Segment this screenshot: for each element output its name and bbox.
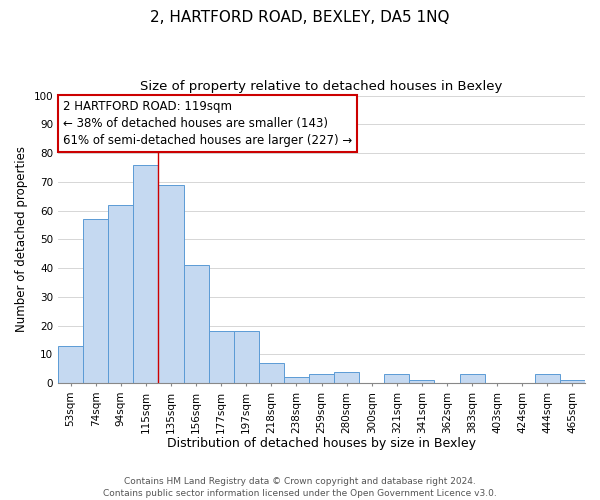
Bar — [259, 363, 284, 383]
Bar — [209, 332, 233, 383]
Bar — [560, 380, 585, 383]
X-axis label: Distribution of detached houses by size in Bexley: Distribution of detached houses by size … — [167, 437, 476, 450]
Bar — [233, 332, 259, 383]
Text: 2, HARTFORD ROAD, BEXLEY, DA5 1NQ: 2, HARTFORD ROAD, BEXLEY, DA5 1NQ — [150, 10, 450, 25]
Text: Contains HM Land Registry data © Crown copyright and database right 2024.
Contai: Contains HM Land Registry data © Crown c… — [103, 476, 497, 498]
Bar — [108, 205, 133, 383]
Y-axis label: Number of detached properties: Number of detached properties — [15, 146, 28, 332]
Bar — [158, 184, 184, 383]
Title: Size of property relative to detached houses in Bexley: Size of property relative to detached ho… — [140, 80, 503, 93]
Bar — [409, 380, 434, 383]
Bar — [184, 265, 209, 383]
Text: 2 HARTFORD ROAD: 119sqm
← 38% of detached houses are smaller (143)
61% of semi-d: 2 HARTFORD ROAD: 119sqm ← 38% of detache… — [63, 100, 352, 147]
Bar — [284, 378, 309, 383]
Bar — [535, 374, 560, 383]
Bar — [334, 372, 359, 383]
Bar — [460, 374, 485, 383]
Bar — [133, 164, 158, 383]
Bar — [58, 346, 83, 383]
Bar — [83, 219, 108, 383]
Bar — [384, 374, 409, 383]
Bar — [309, 374, 334, 383]
